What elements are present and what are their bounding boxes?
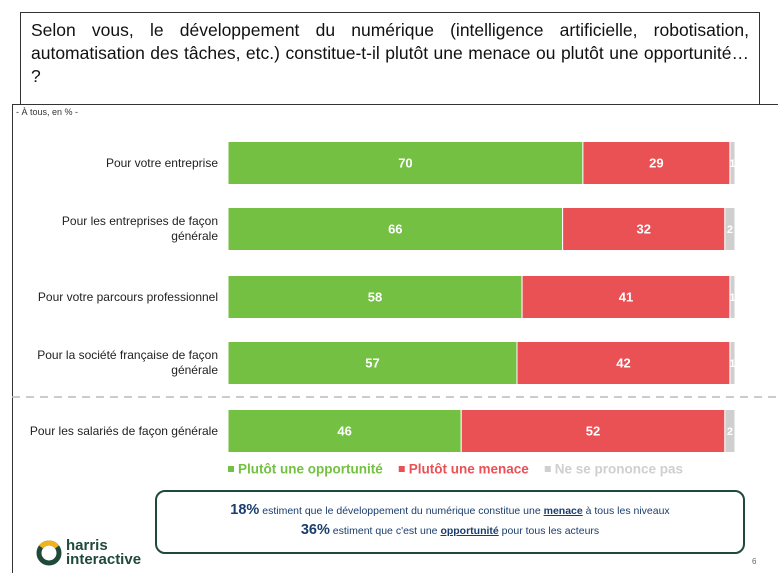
text: estiment que le développement du numériq…: [259, 505, 544, 517]
value-label: 58: [368, 289, 382, 304]
text: estiment que c'est une: [329, 525, 441, 537]
callout-line: 36% estiment que c'est une opportunité p…: [157, 522, 743, 538]
frame: [12, 104, 13, 573]
value-label: 66: [388, 221, 402, 236]
bar-segment: [582, 141, 731, 185]
bar-segment: [729, 341, 736, 385]
bar-segment: [227, 141, 584, 185]
logo-text: harris: [66, 537, 108, 554]
value-label: 2: [727, 224, 733, 236]
keyword: menace: [543, 505, 583, 517]
value-label: 42: [616, 355, 630, 370]
stat: 18%: [230, 502, 260, 518]
page-number: 6: [752, 557, 757, 566]
value-label: 41: [619, 289, 633, 304]
legend-label: Plutôt une opportunité: [238, 462, 383, 477]
value-label: 1: [729, 158, 735, 170]
value-label: 2: [727, 426, 733, 438]
value-label: 52: [586, 423, 600, 438]
callout-line: 18% estiment que le développement du num…: [157, 502, 743, 518]
question-box: Selon vous, le développement du numériqu…: [20, 12, 760, 105]
category-label: Pour les salariés de façon générale: [29, 423, 218, 438]
bar-segment: [729, 275, 736, 319]
callout: 18% estiment que le développement du num…: [155, 490, 745, 554]
bar-segment: [460, 409, 726, 453]
frame: [12, 104, 778, 107]
category-label: Pour votre parcours professionnel: [37, 289, 218, 304]
value-label: 46: [337, 423, 351, 438]
value-label: 1: [729, 292, 735, 304]
legend-swatch: [398, 466, 405, 472]
value-label: 70: [398, 155, 412, 170]
text: à tous les niveaux: [582, 505, 670, 517]
legend-label: Ne se prononce pas: [555, 462, 683, 477]
keyword: opportunité: [440, 525, 499, 537]
bar-segment: [516, 341, 731, 385]
logo-text: interactive: [66, 551, 142, 568]
text: pour tous les acteurs: [498, 525, 600, 537]
legend-swatch: [228, 466, 234, 472]
value-label: 57: [365, 355, 379, 370]
legend-label: Plutôt une menace: [409, 462, 530, 477]
category-label: Pour votre entreprise: [105, 155, 218, 170]
bar-segment: [729, 141, 736, 185]
category-label: Pour la société française de façon génér…: [37, 348, 218, 377]
bar-segment: [724, 409, 736, 453]
legend-swatch: [544, 466, 551, 472]
value-label: 1: [729, 358, 735, 370]
bar-segment: [521, 275, 731, 319]
stat: 36%: [300, 522, 330, 538]
subtitle: - À tous, en % -: [16, 107, 79, 117]
category-label: Pour les entreprises de façon générale: [61, 214, 218, 243]
logo: harris interactive: [36, 537, 142, 568]
value-label: 32: [637, 221, 651, 236]
value-label: 29: [649, 155, 663, 170]
bar-segment: [227, 409, 462, 453]
bar-segment: [724, 207, 736, 251]
logo-icon: [36, 540, 62, 566]
chart-title: Selon vous, le développement du numériqu…: [31, 20, 749, 86]
